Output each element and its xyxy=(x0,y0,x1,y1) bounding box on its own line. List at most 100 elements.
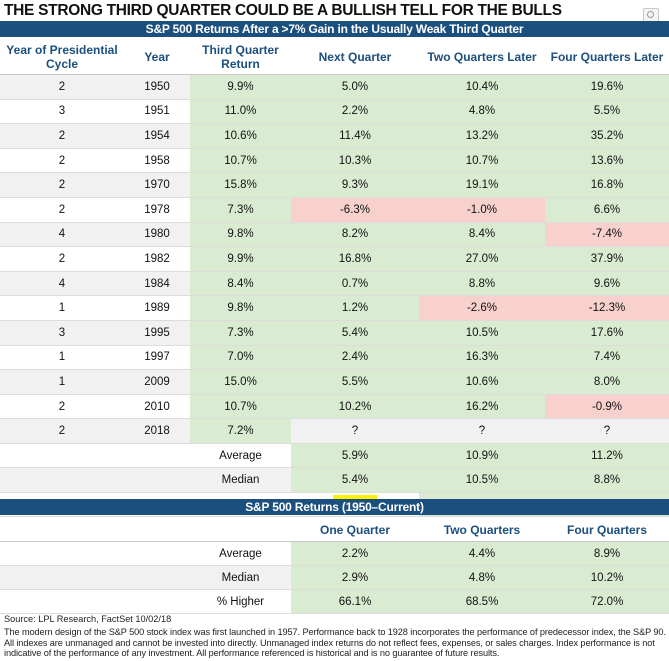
table-cell: 16.8% xyxy=(291,246,419,272)
table-cell: -2.6% xyxy=(419,295,545,321)
column-header: Two Quarters Later xyxy=(419,39,545,75)
summary-value: 68.5% xyxy=(419,589,545,614)
table-cell: 2 xyxy=(0,123,124,149)
column-header: Four Quarters xyxy=(545,519,669,542)
table-cell: 2 xyxy=(0,148,124,174)
table-cell: 7.2% xyxy=(190,418,291,444)
table2-header-row: One Quarter Two Quarters Four Quarters xyxy=(0,519,669,542)
table-cell: -6.3% xyxy=(291,197,419,223)
table-cell: 9.3% xyxy=(291,172,419,198)
summary-value: 10.2% xyxy=(545,565,669,590)
table-row: 2 1978 7.3% -6.3% -1.0% 6.6% xyxy=(0,197,669,223)
table-row: 3 1995 7.3% 5.4% 10.5% 17.6% xyxy=(0,320,669,346)
table-cell: 1 xyxy=(0,369,124,395)
column-header: Four Quarters Later xyxy=(545,39,669,75)
column-header: Third Quarter Return xyxy=(190,39,291,75)
table-cell: 3 xyxy=(0,320,124,346)
blank-header xyxy=(0,519,291,542)
summary-label: Median xyxy=(190,565,291,590)
table-cell: 9.6% xyxy=(545,271,669,297)
blank-cell xyxy=(0,467,190,493)
table-cell: 2018 xyxy=(124,418,190,444)
table-cell: 5.0% xyxy=(291,74,419,100)
table-cell: 4 xyxy=(0,222,124,248)
table-cell: 1978 xyxy=(124,197,190,223)
table-cell: 10.7% xyxy=(419,148,545,174)
summary-value: 72.0% xyxy=(545,589,669,614)
table-row: 1 1997 7.0% 2.4% 16.3% 7.4% xyxy=(0,345,669,371)
table-cell: 1 xyxy=(0,295,124,321)
table-row: Median 2.9% 4.8% 10.2% xyxy=(0,565,669,590)
table-cell: 2 xyxy=(0,197,124,223)
summary-value: 4.4% xyxy=(419,541,545,566)
table-cell: 5.5% xyxy=(545,99,669,125)
table-cell: 5.4% xyxy=(291,320,419,346)
table-cell: 0.7% xyxy=(291,271,419,297)
summary-value: 8.9% xyxy=(545,541,669,566)
table-cell: 10.4% xyxy=(419,74,545,100)
table-cell: 2 xyxy=(0,172,124,198)
table-cell: 1980 xyxy=(124,222,190,248)
table-cell: 10.7% xyxy=(190,394,291,420)
table-row: 3 1951 11.0% 2.2% 4.8% 5.5% xyxy=(0,99,669,125)
table-row: % Higher 66.1% 68.5% 72.0% xyxy=(0,589,669,614)
table-cell: 8.4% xyxy=(419,222,545,248)
table-cell: 11.0% xyxy=(190,99,291,125)
table-cell: 2010 xyxy=(124,394,190,420)
table-cell: 10.6% xyxy=(419,369,545,395)
table-cell: 15.0% xyxy=(190,369,291,395)
table-cell: 9.9% xyxy=(190,246,291,272)
table-cell: 19.1% xyxy=(419,172,545,198)
table-row: 2 1970 15.8% 9.3% 19.1% 16.8% xyxy=(0,172,669,198)
table-cell: 2 xyxy=(0,246,124,272)
summary-value: 8.8% xyxy=(545,467,669,493)
summary-value: 10.9% xyxy=(419,443,545,469)
summary-label: Average xyxy=(190,443,291,469)
table-cell: -0.9% xyxy=(545,394,669,420)
table-cell: 8.2% xyxy=(291,222,419,248)
table-cell: 2 xyxy=(0,394,124,420)
returns-table: Year of Presidential Cycle Year Third Quar… xyxy=(0,39,669,518)
summary-value: 2.9% xyxy=(291,565,419,590)
table-cell: 10.3% xyxy=(291,148,419,174)
table-cell: 7.0% xyxy=(190,345,291,371)
table-cell: 1984 xyxy=(124,271,190,297)
table-cell: 4.8% xyxy=(419,99,545,125)
blank-cell xyxy=(0,541,190,566)
summary-value: 4.8% xyxy=(419,565,545,590)
table-cell: 1982 xyxy=(124,246,190,272)
table-cell: 1950 xyxy=(124,74,190,100)
table-cell: 1951 xyxy=(124,99,190,125)
column-header: One Quarter xyxy=(291,519,419,542)
table-cell: 11.4% xyxy=(291,123,419,149)
table-cell: 9.8% xyxy=(190,295,291,321)
table-cell: 9.9% xyxy=(190,74,291,100)
table-cell: -1.0% xyxy=(419,197,545,223)
table-cell: 5.5% xyxy=(291,369,419,395)
table-cell: 10.7% xyxy=(190,148,291,174)
table-cell: 1989 xyxy=(124,295,190,321)
table-cell: 17.6% xyxy=(545,320,669,346)
table-cell: 2 xyxy=(0,418,124,444)
table-cell: 1995 xyxy=(124,320,190,346)
table-cell: 13.2% xyxy=(419,123,545,149)
table-row: 2 1982 9.9% 16.8% 27.0% 37.9% xyxy=(0,246,669,272)
table-row: 2 1950 9.9% 5.0% 10.4% 19.6% xyxy=(0,74,669,100)
table-cell: 7.3% xyxy=(190,320,291,346)
table-cell: 7.3% xyxy=(190,197,291,223)
table-cell: 1.2% xyxy=(291,295,419,321)
table1-header-row: Year of Presidential Cycle Year Third Quar… xyxy=(0,39,669,75)
source-note: Source: LPL Research, FactSet 10/02/18 xyxy=(4,614,172,624)
summary-row: Median 5.4% 10.5% 8.8% xyxy=(0,467,669,493)
summary-table: One Quarter Two Quarters Four Quarters Ave… xyxy=(0,519,669,614)
table-cell: ? xyxy=(545,418,669,444)
table-cell: 1954 xyxy=(124,123,190,149)
table-row: 2 2010 10.7% 10.2% 16.2% -0.9% xyxy=(0,394,669,420)
summary-value: 11.2% xyxy=(545,443,669,469)
table-cell: 19.6% xyxy=(545,74,669,100)
table-cell: 8.4% xyxy=(190,271,291,297)
summary-label: % Higher xyxy=(190,589,291,614)
summary-value: 10.5% xyxy=(419,467,545,493)
table-cell: 4 xyxy=(0,271,124,297)
summary-row: Average 5.9% 10.9% 11.2% xyxy=(0,443,669,469)
